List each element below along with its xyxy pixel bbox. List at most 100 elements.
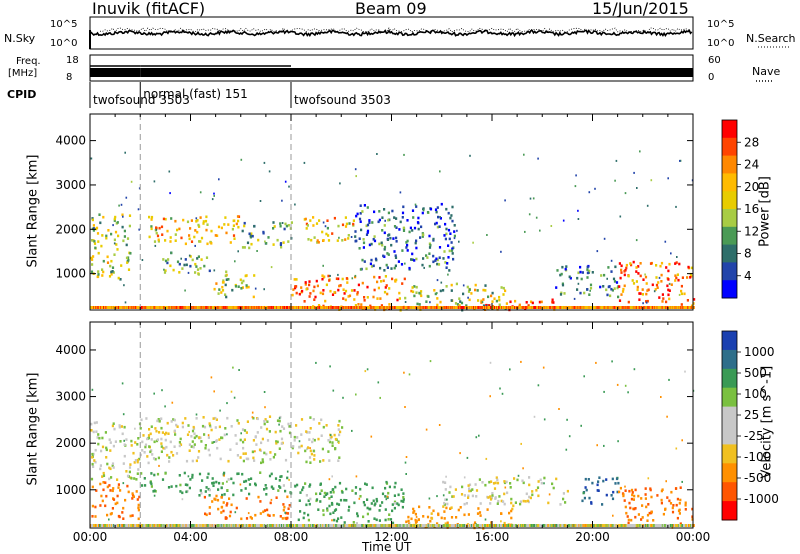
velocity-cell: [581, 499, 584, 503]
velocity-cell: [247, 478, 250, 481]
velocity-noise-cell: [210, 376, 213, 379]
velocity-noise-cell: [633, 368, 636, 371]
velocity-near-range-cell: [344, 524, 347, 527]
power-cell: [393, 216, 396, 219]
power-cell: [428, 264, 431, 268]
power-cell: [589, 283, 593, 287]
power-cell: [381, 216, 384, 219]
power-cell: [410, 289, 413, 293]
power-near-range-cell: [441, 306, 444, 309]
power-cell: [693, 298, 696, 301]
velocity-near-range-cell: [363, 524, 366, 527]
velocity-cell: [121, 511, 124, 514]
velocity-near-range-cell: [522, 524, 524, 527]
velocity-near-range-cell: [336, 524, 338, 527]
power-cell: [377, 220, 380, 224]
power-colorbar-swatch: [722, 173, 737, 192]
power-cell: [373, 275, 376, 279]
power-near-range-cell: [163, 306, 166, 309]
power-near-range-cell: [384, 306, 387, 309]
power-cell: [225, 278, 228, 281]
power-near-range-cell: [309, 306, 311, 309]
power-cell: [608, 285, 611, 288]
power-cell: [394, 254, 397, 257]
velocity-noise-cell: [164, 405, 166, 408]
velocity-noise-cell: [254, 450, 256, 453]
power-cell: [450, 241, 453, 244]
velocity-cell: [215, 418, 218, 421]
power-near-range-cell: [607, 306, 610, 309]
power-cell: [421, 235, 424, 238]
velocity-cell: [477, 507, 480, 510]
power-cell: [606, 293, 609, 297]
velocity-near-range-cell: [323, 524, 325, 527]
power-cell: [156, 234, 160, 238]
power-cell: [196, 268, 200, 271]
velocity-near-range-cell: [624, 524, 627, 527]
velocity-near-range-cell: [238, 524, 241, 527]
power-near-range-cell: [446, 306, 449, 309]
power-cell: [680, 289, 683, 293]
power-near-range-cell: [515, 306, 517, 309]
power-near-range-cell: [209, 306, 212, 309]
power-colorbar-swatch: [722, 209, 737, 228]
power-near-range-cell: [334, 306, 336, 309]
velocity-cell: [157, 456, 160, 460]
velocity-cell: [181, 491, 184, 495]
velocity-near-range-cell: [242, 524, 245, 527]
velocity-cell: [354, 486, 358, 489]
velocity-cell: [331, 441, 334, 444]
velocity-cell: [170, 450, 173, 454]
velocity-cell: [322, 425, 325, 429]
power-cell: [383, 245, 387, 249]
velocity-near-range-cell: [352, 524, 355, 527]
power-near-range-cell: [548, 306, 551, 309]
power-near-range-cell: [485, 306, 487, 309]
power-cell: [231, 227, 234, 231]
velocity-near-range-cell: [450, 524, 453, 527]
power-near-range-cell: [274, 306, 277, 309]
power-noise-cell: [263, 288, 265, 291]
power-colorbar-swatch: [722, 191, 737, 210]
power-near-range-cell: [392, 306, 395, 309]
power-cell: [93, 242, 97, 245]
power-cell: [401, 249, 404, 252]
power-noise-cell: [619, 215, 622, 218]
power-cell: [434, 259, 437, 262]
velocity-near-range-cell: [681, 524, 684, 527]
velocity-near-range-cell: [199, 524, 202, 527]
power-cell: [387, 234, 390, 237]
velocity-cell: [109, 441, 112, 444]
power-cell: [435, 221, 438, 225]
power-near-range-cell: [433, 306, 436, 309]
power-cell: [183, 263, 186, 267]
power-cell: [122, 239, 125, 243]
power-cell: [561, 265, 564, 269]
power-cell: [94, 246, 97, 250]
power-cell: [496, 308, 499, 311]
power-near-range-cell: [670, 306, 673, 309]
velocity-near-range-cell: [289, 524, 291, 527]
power-cell: [348, 222, 351, 225]
power-cell: [420, 290, 423, 293]
power-noise-cell: [440, 281, 443, 284]
power-near-range-cell: [387, 306, 390, 309]
velocity-noise-cell: [355, 393, 357, 396]
velocity-cell: [444, 498, 447, 501]
power-cell: [194, 271, 197, 274]
velocity-near-range-cell: [312, 524, 314, 527]
velocity-cell: [282, 427, 286, 430]
velocity-cell: [94, 448, 97, 452]
power-cell: [305, 287, 308, 291]
power-cell: [386, 238, 390, 241]
velocity-near-range-cell: [447, 524, 450, 527]
velocity-cell: [143, 477, 146, 480]
velocity-cell: [130, 444, 133, 447]
power-cell: [344, 225, 348, 228]
velocity-cell: [646, 519, 649, 522]
velocity-cell: [691, 515, 694, 518]
velocity-near-range-cell: [601, 524, 604, 527]
velocity-near-range-cell: [679, 524, 682, 527]
power-near-range-cell: [370, 306, 373, 309]
velocity-cell: [266, 513, 270, 517]
